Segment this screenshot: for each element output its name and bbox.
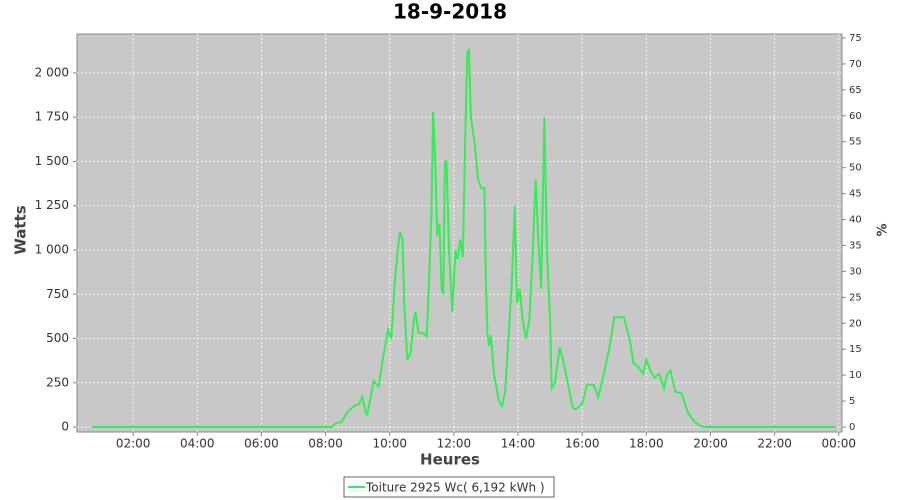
y-tick-label: 1 000 <box>35 242 69 256</box>
y-tick-label: 1 750 <box>35 110 69 124</box>
x-tick-label: 16:00 <box>565 437 600 451</box>
y-tick-label: 250 <box>46 375 69 389</box>
y2-tick-label: 75 <box>849 33 862 44</box>
x-tick-label: 02:00 <box>116 437 151 451</box>
y-tick-label: 1 250 <box>35 198 69 212</box>
x-tick-label: 12:00 <box>437 437 472 451</box>
y2-tick-label: 25 <box>849 292 862 303</box>
plot-area <box>76 33 843 433</box>
y2-tick-label: 30 <box>849 266 862 277</box>
y-tick-label: 0 <box>61 420 69 434</box>
chart-title: 18-9-2018 <box>393 0 507 24</box>
x-tick-label: 14:00 <box>501 437 536 451</box>
x-axis-label: Heures <box>420 451 480 469</box>
y2-tick-label: 45 <box>849 189 862 200</box>
y2-tick-label: 35 <box>849 240 862 251</box>
y-tick-label: 2 000 <box>35 65 69 79</box>
legend-label: Toiture 2925 Wc( 6,192 kWh ) <box>365 481 545 495</box>
y2-tick-label: 10 <box>849 370 862 381</box>
y2-tick-label: 0 <box>849 422 855 433</box>
x-tick-label: 04:00 <box>180 437 215 451</box>
data-line <box>91 47 836 429</box>
y2-tick-label: 55 <box>849 137 862 148</box>
x-tick-label: 08:00 <box>308 437 343 451</box>
y2-tick-label: 65 <box>849 85 862 96</box>
x-tick-label: 22:00 <box>757 437 792 451</box>
legend <box>343 476 555 498</box>
x-tick-label: 20:00 <box>693 437 728 451</box>
y2-tick-label: 20 <box>849 318 862 329</box>
y2-tick-label: 40 <box>849 215 862 226</box>
y2-tick-label: 50 <box>849 163 862 174</box>
y-tick-label: 500 <box>46 331 69 345</box>
y2-tick-label: 5 <box>849 396 855 407</box>
y-tick-label: 750 <box>46 287 69 301</box>
y2-axis-label: % <box>876 223 891 236</box>
y2-tick-label: 70 <box>849 59 862 70</box>
x-tick-label: 18:00 <box>629 437 664 451</box>
x-tick-label: 06:00 <box>244 437 279 451</box>
y2-tick-label: 60 <box>849 111 862 122</box>
y2-tick-label: 15 <box>849 344 862 355</box>
y-tick-label: 1 500 <box>35 154 69 168</box>
x-tick-label: 10:00 <box>372 437 407 451</box>
y-axis-label: Watts <box>12 205 30 254</box>
x-tick-label: 00:00 <box>821 437 856 451</box>
